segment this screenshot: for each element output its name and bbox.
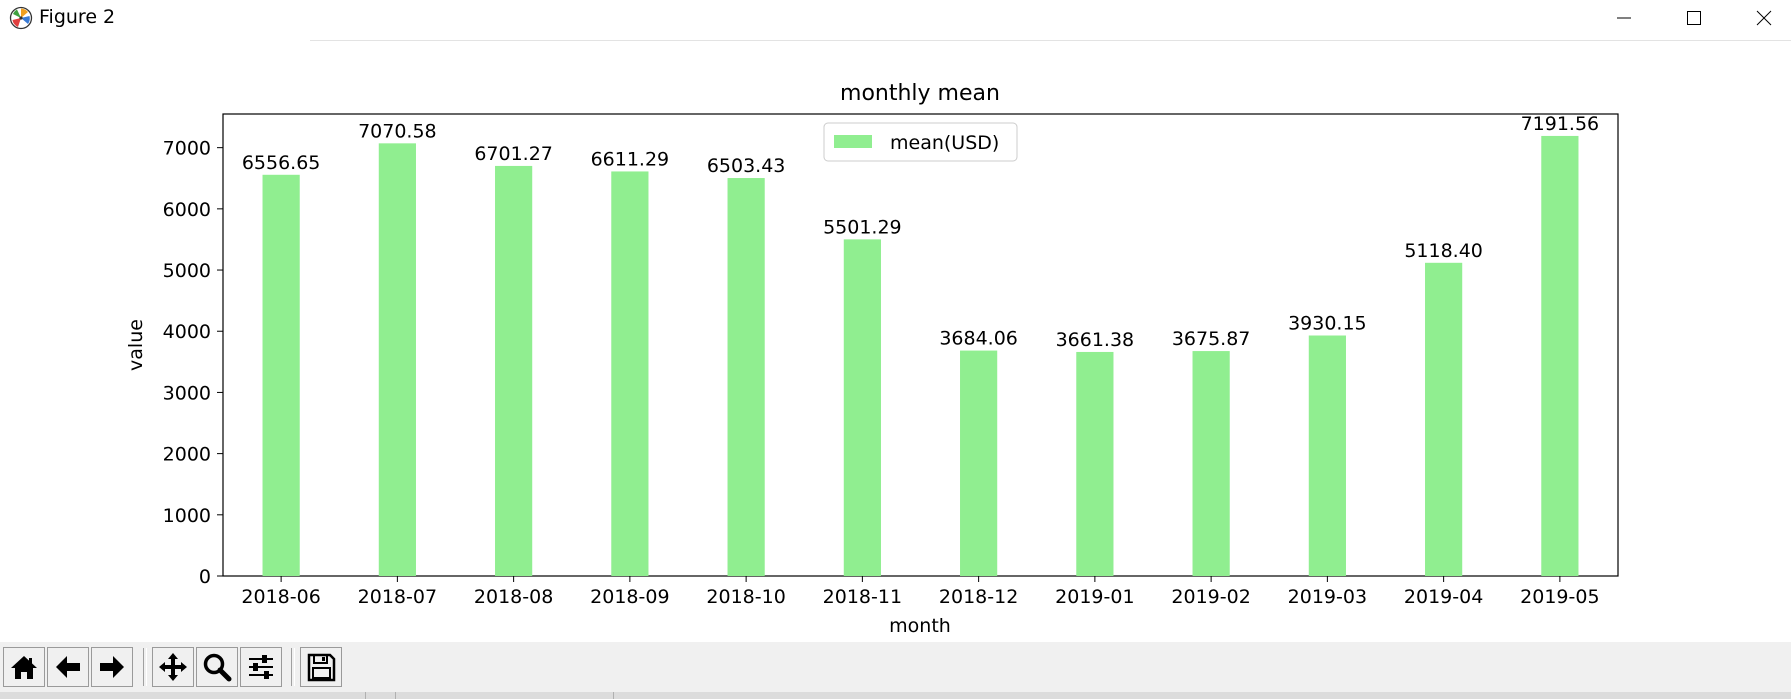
status-bar: [0, 692, 1791, 699]
x-tick-label: 2018-12: [939, 586, 1018, 608]
legend-label: mean(USD): [890, 132, 999, 154]
bar-value-label: 3684.06: [939, 328, 1018, 350]
maximize-icon: [1687, 11, 1701, 25]
close-icon: [1756, 10, 1772, 26]
x-tick-label: 2018-06: [241, 586, 320, 608]
y-tick-label: 0: [199, 566, 211, 588]
home-button[interactable]: [3, 647, 45, 687]
bar-value-label: 6556.65: [242, 152, 321, 174]
x-tick-label: 2018-07: [358, 586, 437, 608]
bar: [495, 165, 533, 576]
navigation-toolbar: [0, 642, 1791, 692]
bar-value-label: 3675.87: [1172, 328, 1251, 350]
bar-value-label: 7191.56: [1521, 113, 1600, 135]
pan-button[interactable]: [152, 647, 194, 687]
zoom-button[interactable]: [196, 647, 238, 687]
legend: mean(USD): [823, 122, 1018, 162]
legend-box: [823, 122, 1018, 162]
x-tick-label: 2019-03: [1288, 586, 1367, 608]
x-tick-label: 2019-04: [1404, 586, 1483, 608]
save-icon: [307, 653, 336, 682]
y-axis-label: value: [125, 319, 147, 371]
x-tick-label: 2018-10: [706, 586, 785, 608]
bar: [262, 174, 300, 576]
x-axis-label: month: [889, 615, 951, 637]
x-tick-label: 2019-05: [1520, 586, 1599, 608]
y-tick-label: 1000: [163, 505, 211, 527]
bar: [843, 239, 881, 576]
x-tick-label: 2019-02: [1171, 586, 1250, 608]
bar: [1425, 262, 1463, 576]
window-titlebar: Figure 2: [0, 0, 1791, 36]
configure-subplots-button[interactable]: [240, 647, 282, 687]
bar-value-label: 5501.29: [823, 216, 902, 238]
back-arrow-icon: [56, 656, 80, 678]
bar-value-label: 3661.38: [1056, 329, 1135, 351]
axes-frame: [222, 113, 1619, 577]
x-tick-label: 2018-08: [474, 586, 553, 608]
bar: [611, 171, 649, 576]
bar-value-label: 5118.40: [1404, 240, 1483, 262]
window-title: Figure 2: [39, 6, 116, 28]
y-tick-label: 7000: [163, 138, 211, 160]
home-icon: [11, 656, 37, 679]
chart-title: monthly mean: [840, 81, 1000, 106]
x-tick-label: 2018-11: [823, 586, 902, 608]
y-tick-label: 6000: [163, 199, 211, 221]
toolbar-separator: [143, 648, 147, 686]
minimize-icon: [1617, 17, 1631, 19]
x-tick-label: 2019-01: [1055, 586, 1134, 608]
figure-canvas[interactable]: monthly mean month value 6556.65 7070.58 6…: [0, 41, 1791, 642]
matplotlib-logo-icon: [9, 6, 33, 30]
titlebar-divider: [310, 40, 1791, 41]
y-axis-ticks: 0 1000 2000 3000 4000 5000 6000 7000: [163, 138, 223, 588]
bars: [262, 135, 1579, 577]
bar: [378, 143, 416, 576]
toolbar-separator: [291, 648, 295, 686]
pan-icon: [159, 653, 187, 681]
bar-value-labels: 6556.65 7070.58 6701.27 6611.29 6503.43 5501.…: [242, 113, 1599, 351]
bar-value-label: 7070.58: [358, 120, 437, 142]
y-tick-label: 2000: [163, 444, 211, 466]
x-axis-ticks: 2018-06 2018-07 2018-08 2018-09 2018-10 2018-…: [241, 576, 1600, 608]
close-button[interactable]: [1730, 0, 1791, 36]
bar-chart: monthly mean month value 6556.657070.586…: [125, 81, 1619, 637]
bar-value-label: 3930.15: [1288, 313, 1367, 335]
minimize-button[interactable]: [1590, 0, 1658, 36]
zoom-icon: [203, 653, 232, 682]
maximize-button[interactable]: [1660, 0, 1728, 36]
bar-value-label: 6611.29: [591, 148, 670, 170]
forward-button[interactable]: [91, 647, 133, 687]
bar: [1541, 135, 1579, 576]
bar-value-label: 6503.43: [707, 155, 786, 177]
bar: [960, 350, 998, 576]
bar-value-label: 6701.27: [474, 143, 553, 165]
bar: [727, 178, 765, 577]
back-button[interactable]: [47, 647, 89, 687]
subplots-config-icon: [249, 655, 273, 679]
bar: [1076, 351, 1114, 576]
y-tick-label: 4000: [163, 321, 211, 343]
forward-arrow-icon: [100, 656, 124, 678]
y-tick-label: 3000: [163, 382, 211, 404]
save-button[interactable]: [300, 647, 342, 687]
legend-swatch: [834, 135, 872, 148]
y-tick-label: 5000: [163, 260, 211, 282]
bar: [1308, 335, 1346, 576]
x-tick-label: 2018-09: [590, 586, 669, 608]
bar: [1192, 351, 1230, 576]
